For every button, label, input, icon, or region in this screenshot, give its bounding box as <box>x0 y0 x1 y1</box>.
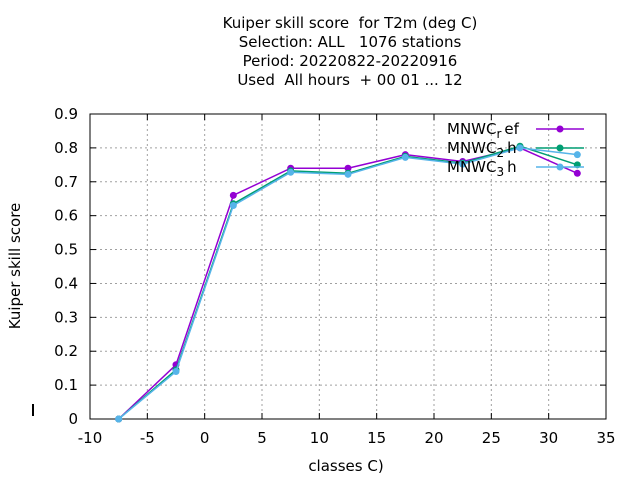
x-tick-label: 20 <box>424 429 443 447</box>
data-point <box>516 144 524 152</box>
y-tick-label: 0.1 <box>54 376 78 394</box>
y-axis-label: Kuiper skill score <box>6 203 24 330</box>
legend-label-subscript: 2 <box>496 146 504 160</box>
data-point <box>229 191 237 199</box>
axis-ticks: -10 -5 0 5 10 15 20 25 30 35 0 0.1 0.2 0.3 0.4 0.5 0.6 0.… <box>54 105 615 447</box>
x-axis-label: classes C) <box>308 457 383 475</box>
y-tick-label: 0.2 <box>54 342 78 360</box>
data-point <box>573 151 581 159</box>
legend-label-main: MNWC <box>447 158 496 176</box>
x-tick-label: 15 <box>367 429 386 447</box>
x-tick-label: 10 <box>310 429 329 447</box>
legend-marker-3 <box>556 163 564 171</box>
y-tick-label: 0.7 <box>54 173 78 191</box>
y-tick-label: 0.9 <box>54 105 78 123</box>
legend-entry-1: MNWCr ef <box>447 120 520 141</box>
legend-label-tail: h <box>507 139 517 157</box>
legend-label-main: MNWC <box>447 139 496 157</box>
x-tick-label: 5 <box>257 429 267 447</box>
title-line-3: Period: 20220822-20220916 <box>242 52 458 70</box>
title-line-1: Kuiper skill score for T2m (deg C) <box>222 14 478 32</box>
title-line-2: Selection: ALL 1076 stations <box>238 33 462 51</box>
data-point <box>172 368 180 376</box>
y-tick-label: 0.3 <box>54 308 78 326</box>
x-tick-label: 35 <box>596 429 615 447</box>
legend-label-tail: ef <box>504 120 519 138</box>
legend-label-tail: h <box>507 158 517 176</box>
y-tick-label: 0.4 <box>54 274 78 292</box>
data-point <box>459 160 467 168</box>
data-point <box>229 202 237 209</box>
data-point <box>344 164 352 172</box>
chart-title: Kuiper skill score for T2m (deg C) Selec… <box>0 14 640 90</box>
x-tick-label: 30 <box>539 429 558 447</box>
x-tick-label: 25 <box>482 429 501 447</box>
x-tick-label: 0 <box>200 429 210 447</box>
legend-label-subscript: r <box>496 127 501 141</box>
y-tick-label: 0.8 <box>54 139 78 157</box>
x-tick-label: -10 <box>78 429 103 447</box>
y-tick-label: 0.6 <box>54 207 78 225</box>
plot-frame <box>89 113 607 420</box>
data-point <box>401 153 409 161</box>
legend-label-subscript: 3 <box>496 165 504 179</box>
series-line-1 <box>118 147 578 420</box>
y-tick-label: 0 <box>68 410 78 428</box>
data-point <box>115 415 123 423</box>
legend-marker-2 <box>556 144 564 152</box>
y-tick-label: 0.5 <box>54 241 78 259</box>
data-point <box>573 169 581 177</box>
data-point <box>287 168 295 176</box>
legend-entry-2: MNWC2 h <box>447 139 517 160</box>
legend-marker-1 <box>556 125 564 133</box>
legend-entry-3: MNWC3 h <box>447 158 517 179</box>
data-point <box>344 170 352 178</box>
x-tick-label: -5 <box>140 429 155 447</box>
y-axis-marker <box>32 404 34 416</box>
series-line-3 <box>118 147 578 420</box>
legend-label-main: MNWC <box>447 120 496 138</box>
title-line-4: Used All hours + 00 01 ... 12 <box>237 71 463 89</box>
series-line-2 <box>118 145 578 420</box>
series-lines <box>115 142 581 423</box>
